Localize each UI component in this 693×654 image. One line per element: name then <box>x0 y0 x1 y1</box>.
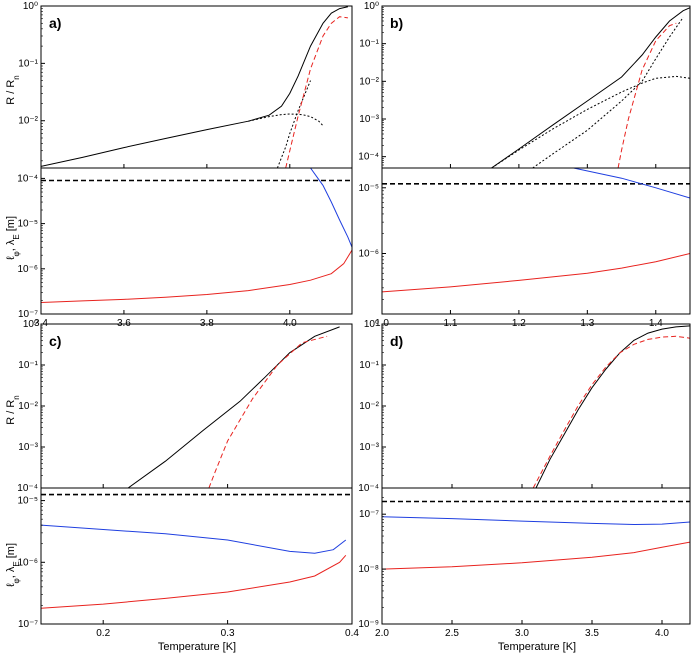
bottom-ytick-label: 10⁻⁷ <box>18 619 38 630</box>
bottom-series-group <box>41 168 352 303</box>
top-frame <box>40 323 353 489</box>
top-series-total <box>41 6 349 167</box>
top-ytick-label: 10⁻³ <box>359 442 379 453</box>
top-ytick-label: 10⁻² <box>359 76 379 87</box>
top-ytick-label: 10⁻⁴ <box>17 483 38 494</box>
bottom-ytick-label: 10⁻⁵ <box>17 219 38 230</box>
bottom-ytick-label: 10⁻⁶ <box>17 557 38 568</box>
top-ytick-label: 10⁰ <box>23 1 38 12</box>
bottom-frame <box>381 167 691 315</box>
top-ytick-label: 10⁻¹ <box>359 39 379 50</box>
bottom-frame <box>40 167 353 315</box>
bottom-ytick-label: 10⁻⁷ <box>359 509 379 520</box>
top-series-contribution-1 <box>248 113 324 127</box>
bottom-series-blue <box>41 524 347 554</box>
xtick-label: 0.2 <box>96 628 110 639</box>
top-series-total <box>535 325 690 488</box>
bottom-ytick-label: 10⁻⁸ <box>358 564 379 575</box>
panel-d: 10⁻⁴ 10⁻³ 10⁻² 10⁻¹ 10⁰ 10⁻⁹ 10⁻⁸ 10⁻⁷ 2.0 2.5 3.0… <box>358 319 691 639</box>
xtick-label: 4.0 <box>655 628 669 639</box>
bottom-ytick-label: 10⁻⁵ <box>17 496 38 507</box>
bottom-ytick-label: 10⁻⁶ <box>358 248 379 259</box>
bottom-series-group <box>382 168 690 293</box>
top-series-group <box>127 326 340 488</box>
top-ytick-label: 10⁻³ <box>18 442 38 453</box>
top-ytick-label: 10⁻¹ <box>18 360 38 371</box>
top-ytick-label: 10⁻² <box>18 401 38 412</box>
top-row-bottom-ylabel: ℓφ, λE [m] <box>5 216 21 260</box>
top-series-contribution-2 <box>532 17 684 168</box>
bottom-ytick-label: 10⁻⁵ <box>358 183 379 194</box>
top-ytick-label: 10⁻¹ <box>359 360 379 371</box>
top-ytick-label: 10⁰ <box>364 1 379 12</box>
panel-label: a) <box>49 15 61 31</box>
xlabel-right: Temperature [K] <box>498 641 576 653</box>
top-frame <box>381 5 691 169</box>
xtick-label: 0.3 <box>221 628 235 639</box>
top-ytick-label: 10⁻⁴ <box>358 483 379 494</box>
top-ytick-label: 10⁻² <box>18 116 38 127</box>
top-frame <box>381 323 691 489</box>
top-series-contribution-1 <box>491 75 690 168</box>
panel-label: c) <box>49 333 61 349</box>
bottom-row-ylabel: R / Rn <box>5 395 21 425</box>
top-series-fit <box>285 16 348 168</box>
top-series-group <box>41 6 349 168</box>
bottom-ytick-label: 10⁻⁷ <box>18 309 38 320</box>
bottom-series-group <box>382 500 690 570</box>
xtick-label: 3.0 <box>515 628 529 639</box>
top-ytick-label: 10⁻² <box>359 401 379 412</box>
top-series-fit <box>208 335 328 488</box>
top-row-ylabel: R / Rn <box>5 75 21 105</box>
bottom-frame <box>381 487 691 625</box>
xtick-label: 2.0 <box>375 628 389 639</box>
top-series-group <box>532 325 690 488</box>
top-series-total <box>491 7 690 168</box>
xlabel-left: Temperature [K] <box>158 641 236 653</box>
bottom-ytick-label: 10⁻⁴ <box>17 173 38 184</box>
panel-label: d) <box>390 333 403 349</box>
bottom-ytick-label: 10⁻⁶ <box>17 264 38 275</box>
bottom-series-red <box>41 554 347 609</box>
xtick-label: 2.5 <box>445 628 459 639</box>
bottom-series-blue <box>382 516 690 526</box>
bottom-series-blue <box>310 168 352 248</box>
top-ytick-label: 10⁰ <box>23 319 38 330</box>
top-series-total <box>127 326 340 488</box>
top-ytick-label: 10⁰ <box>364 319 379 330</box>
panel-label: b) <box>390 15 403 31</box>
xtick-label: 0.4 <box>345 628 359 639</box>
top-ytick-label: 10⁻³ <box>359 114 379 125</box>
bottom-row-bottom-ylabel: ℓφ, λE [m] <box>5 543 21 587</box>
bottom-ytick-label: 10⁻⁹ <box>358 619 379 630</box>
top-series-fit <box>617 22 677 168</box>
bottom-series-red <box>382 253 690 293</box>
bottom-series-blue <box>573 168 690 199</box>
top-series-fit <box>532 335 690 488</box>
top-series-group <box>491 7 690 168</box>
top-ytick-label: 10⁻¹ <box>18 58 38 69</box>
bottom-series-red <box>41 249 352 303</box>
bottom-series-group <box>41 493 352 609</box>
top-series-contribution-2 <box>276 80 311 168</box>
bottom-series-red <box>382 541 690 570</box>
top-ytick-label: 10⁻⁴ <box>358 152 379 163</box>
bottom-frame <box>40 487 353 625</box>
panel-c: 10⁻⁴ 10⁻³ 10⁻² 10⁻¹ 10⁰ 10⁻⁷ 10⁻⁶ 10⁻⁵ 0.2 0.3 0.4… <box>17 319 359 639</box>
xtick-label: 3.5 <box>585 628 599 639</box>
